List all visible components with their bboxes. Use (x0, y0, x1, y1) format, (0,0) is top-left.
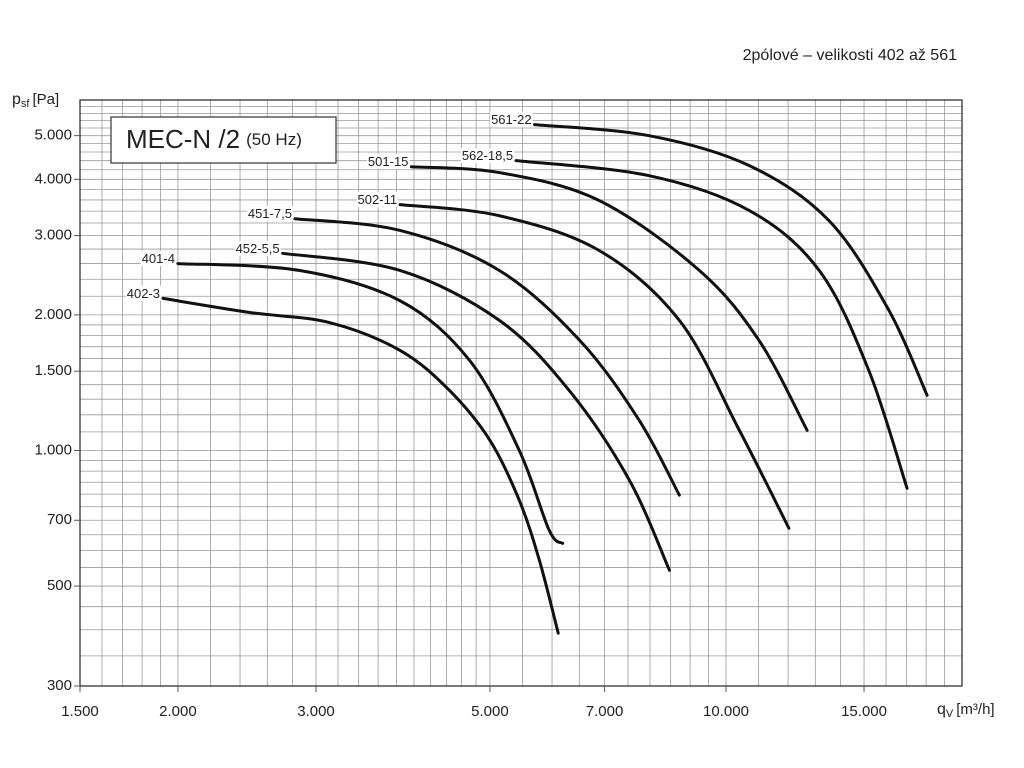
y-label-unit: [Pa] (32, 91, 59, 108)
fan-curve (398, 203, 791, 530)
y-label-symbol: p (12, 91, 21, 108)
fan-curve (514, 159, 909, 490)
series-label: 502-11 (358, 192, 398, 207)
model-box (110, 116, 337, 164)
series-label: 402-3 (127, 286, 160, 301)
series-label: 501-15 (368, 154, 408, 169)
fan-curve (161, 296, 560, 635)
series-label-bg (366, 154, 410, 170)
x-tick-label: 7.000 (586, 703, 624, 720)
y-tick-label: 5.000 (34, 127, 72, 144)
series-label-bg (246, 206, 293, 222)
y-tick-label: 1.500 (34, 362, 72, 379)
model-frequency: (50 Hz) (246, 130, 302, 149)
y-tick-label: 500 (47, 577, 72, 594)
x-label-symbol: q (937, 701, 946, 718)
series-label: 562-18,5 (462, 148, 513, 163)
series-label-bg (490, 112, 533, 128)
series-label-bg (125, 285, 161, 301)
series-label-bg (234, 240, 281, 256)
series-label-bg (460, 148, 515, 164)
x-tick-label: 3.000 (297, 703, 335, 720)
y-axis-label: psf [Pa] (12, 91, 59, 110)
x-axis-label: qV [m³/h] (937, 701, 995, 720)
model-title: MEC-N /2 (50 Hz) (126, 124, 302, 154)
fan-curve (281, 251, 671, 572)
x-tick-label: 1.500 (61, 703, 99, 720)
x-tick-label: 15.000 (841, 703, 887, 720)
y-tick-label: 3.000 (34, 227, 72, 244)
y-tick-label: 1.000 (34, 441, 72, 458)
x-label-unit: [m³/h] (956, 701, 994, 718)
series-label-bg (356, 192, 399, 208)
plot-frame (79, 99, 963, 687)
y-tick-label: 4.000 (34, 170, 72, 187)
x-tick-label: 5.000 (471, 703, 509, 720)
y-tick-label: 300 (47, 677, 72, 694)
grid (79, 99, 963, 687)
series-label: 451-7,5 (248, 206, 292, 221)
x-tick-label: 10.000 (703, 703, 749, 720)
x-label-sub: V (946, 708, 954, 720)
y-label-sub: sf (21, 98, 31, 110)
fan-curve (293, 217, 681, 497)
series-label: 561-22 (491, 112, 531, 127)
series-label: 452-5,5 (236, 241, 280, 256)
fan-curve (409, 165, 809, 432)
series-label-bg (140, 251, 176, 267)
subtitle: 2pólové – velikosti 402 až 561 (743, 47, 957, 64)
y-tick-label: 2.000 (34, 306, 72, 323)
fan-curve (533, 123, 929, 397)
y-tick-label: 700 (47, 511, 72, 528)
fan-curve (176, 262, 565, 545)
series-label: 401-4 (142, 251, 175, 266)
x-tick-label: 2.000 (159, 703, 197, 720)
model-name: MEC-N /2 (126, 124, 240, 154)
